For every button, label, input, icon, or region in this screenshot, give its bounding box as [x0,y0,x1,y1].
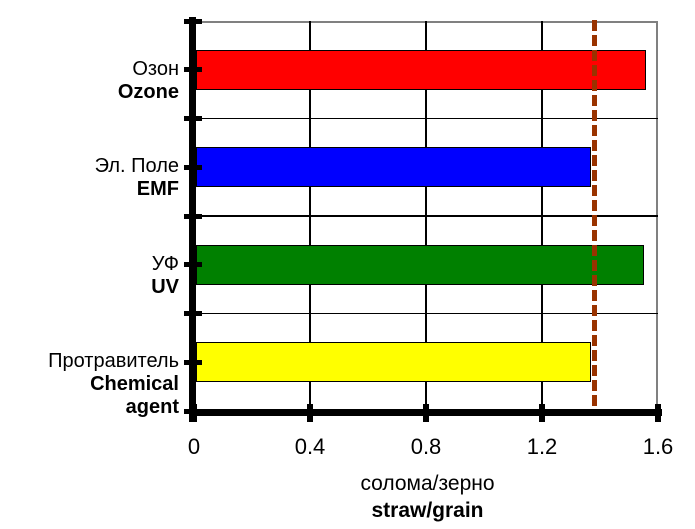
x-axis-title-en: straw/grain [371,499,484,522]
x-axis-title: солома/зерно straw/grain [197,470,658,524]
category-label-en: UV [151,275,179,298]
category-label-ru: УФ [151,252,179,275]
x-axis-tick [539,404,545,422]
category-label-ozone: Озон Ozone [0,58,179,104]
y-axis [189,17,196,422]
gridline-horizontal [197,215,658,217]
x-tick-label: 0 [187,434,201,459]
category-label-emf: Эл. Поле EMF [0,155,179,201]
category-label-ru: Протравитель [48,350,179,373]
y-axis-tick [184,213,202,219]
category-label-ru: Озон [132,57,179,80]
y-axis-tick [184,164,202,170]
category-label-uv: УФ UV [0,253,179,299]
bar-chemical-agent [196,342,592,383]
x-tick-label: 1.2 [526,434,558,459]
bar-uv [196,244,644,285]
x-axis-title-ru: солома/зерно [360,472,495,495]
y-axis-tick [184,311,202,316]
gridline-horizontal [197,117,658,120]
bar-ozone [196,49,647,90]
x-axis-tick [655,404,661,422]
category-label-en: EMF [136,178,179,201]
y-axis-tick [184,116,202,121]
x-tick-label: 1.6 [642,434,674,459]
category-label-ru: Эл. Поле [94,155,179,178]
y-axis-tick [184,359,202,365]
category-label-en: Ozone [117,80,179,103]
x-tick-label: 0.4 [294,434,326,459]
category-label-en: Chemical [90,373,179,396]
category-label-chemical-agent: Протравитель Chemical agent [0,350,179,419]
category-label-en: agent [125,396,179,419]
gridline-horizontal [197,312,658,315]
bar-emf [196,147,592,188]
y-axis-tick [184,18,202,24]
x-axis-tick [191,404,197,422]
y-axis-tick [184,262,202,268]
x-axis-tick [307,404,313,422]
x-axis-tick [423,404,429,422]
y-axis-tick [184,67,202,73]
x-tick-label: 0.8 [410,434,442,459]
reference-line [591,20,597,411]
